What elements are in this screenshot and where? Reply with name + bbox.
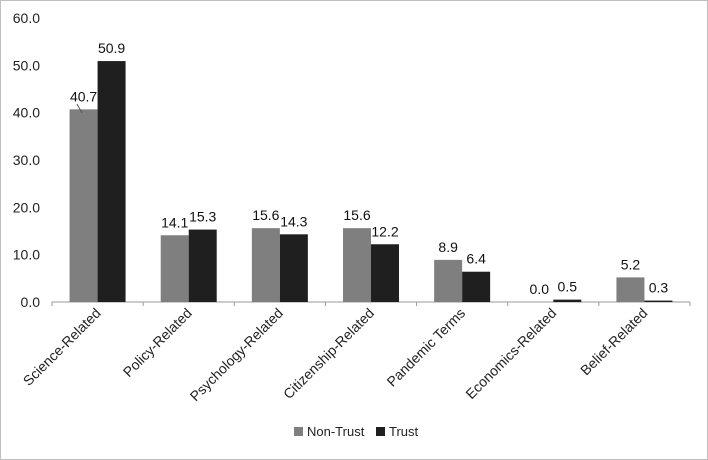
bar-trust (188, 229, 217, 302)
data-label: 12.2 (371, 223, 398, 239)
bar-trust (462, 271, 491, 302)
data-label: 0.3 (649, 280, 669, 296)
bar-non-trust (69, 109, 98, 302)
data-label: 0.0 (530, 281, 550, 297)
data-label: 50.9 (98, 40, 125, 56)
x-tick-label: Economics-Related (462, 305, 559, 402)
data-label: 40.7 (70, 88, 97, 104)
x-tick-label: Belief-Related (577, 305, 650, 378)
y-tick-label: 40.0 (13, 105, 40, 121)
x-tick-label: Pandemic Terms (383, 305, 468, 390)
bar-non-trust (251, 228, 280, 302)
bar-trust (97, 61, 126, 302)
data-label: 15.6 (252, 207, 279, 223)
bar-trust (644, 300, 673, 302)
y-tick-label: 20.0 (13, 199, 40, 215)
data-label: 15.6 (343, 207, 370, 223)
y-tick-label: 10.0 (13, 247, 40, 263)
data-label: 14.1 (161, 214, 188, 230)
y-tick-label: 50.0 (13, 57, 40, 73)
x-tick-label: Citizenship-Related (280, 305, 377, 402)
legend: Non-Trust Trust (294, 424, 419, 439)
legend-swatch (376, 427, 385, 436)
data-labels: 40.750.914.1 15.3 15.6 14.3 15.612.28.96.40.… (70, 40, 668, 297)
data-label: 8.9 (438, 239, 458, 255)
bar-non-trust (434, 259, 463, 302)
data-label: 5.2 (621, 256, 641, 272)
data-label: 0.5 (558, 279, 578, 295)
x-tick-label: Science-Related (20, 305, 104, 389)
bar-non-trust (616, 277, 645, 302)
bar-non-trust (343, 228, 371, 302)
legend-swatch (294, 427, 303, 436)
y-tick-label: 60.0 (13, 10, 40, 26)
bar-non-trust (160, 235, 189, 302)
data-label: 6.4 (466, 251, 486, 267)
data-label: 14.3 (280, 213, 307, 229)
data-label: 15.3 (189, 209, 216, 225)
x-tick-label: Psychology-Related (187, 305, 286, 404)
bar-trust (553, 299, 582, 302)
y-tick-label: 0.0 (21, 294, 41, 310)
x-tick-label: Policy-Related (120, 305, 195, 380)
bars (69, 61, 673, 302)
legend-label: Trust (389, 424, 419, 439)
bar-trust (371, 244, 399, 302)
label-leader-line (76, 103, 83, 114)
bar-trust (279, 234, 308, 302)
legend-label: Non-Trust (307, 424, 365, 439)
y-tick-label: 30.0 (13, 152, 40, 168)
